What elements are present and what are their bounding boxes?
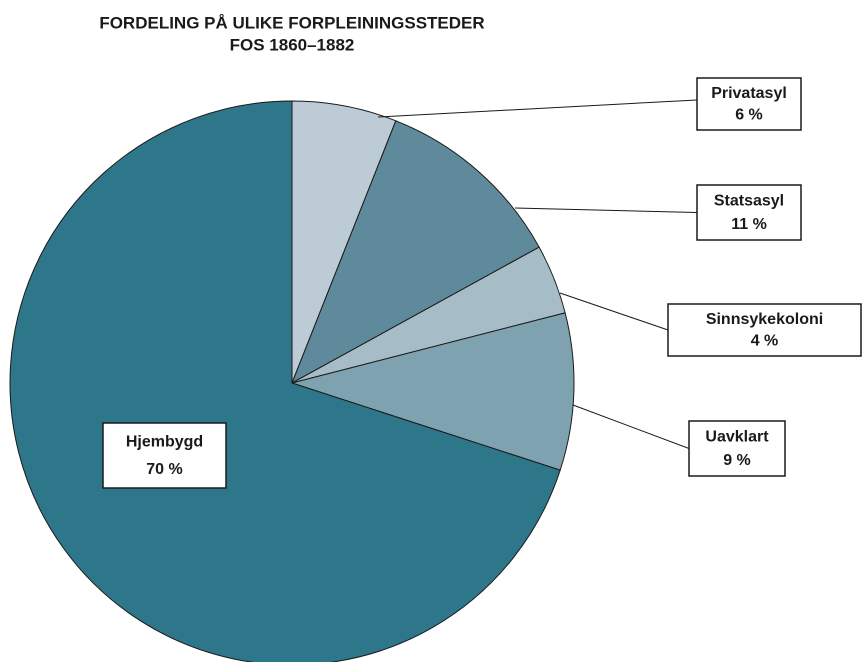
pie-slice xyxy=(291,120,540,385)
leader-line xyxy=(572,404,690,449)
label-box xyxy=(667,303,862,357)
slice-label: Sinnsykekoloni xyxy=(706,311,823,328)
chart-subtitle: FOS 1860–1882 xyxy=(230,35,355,54)
leader-line xyxy=(377,99,698,118)
label-box xyxy=(102,422,227,489)
slice-label: Hjembygd xyxy=(126,434,203,451)
slice-label: Privatasyl xyxy=(711,85,787,102)
leader-line xyxy=(559,292,669,331)
slice-label: Statsasyl xyxy=(714,193,784,210)
label-box xyxy=(696,184,802,241)
label-box xyxy=(688,420,786,477)
pie-slice xyxy=(9,100,561,662)
slice-value-label: 9 % xyxy=(723,452,751,469)
slice-value-label: 70 % xyxy=(146,461,182,478)
slice-value-label: 6 % xyxy=(735,107,763,124)
slice-value-label: 4 % xyxy=(751,333,779,350)
label-box xyxy=(696,77,802,131)
slice-value-label: 11 % xyxy=(731,216,767,233)
slice-label: Uavklart xyxy=(705,429,769,446)
pie-slice xyxy=(290,312,575,471)
chart-title: FORDELING PÅ ULIKE FORPLEININGSSTEDER xyxy=(99,13,484,32)
leader-line xyxy=(514,207,698,213)
